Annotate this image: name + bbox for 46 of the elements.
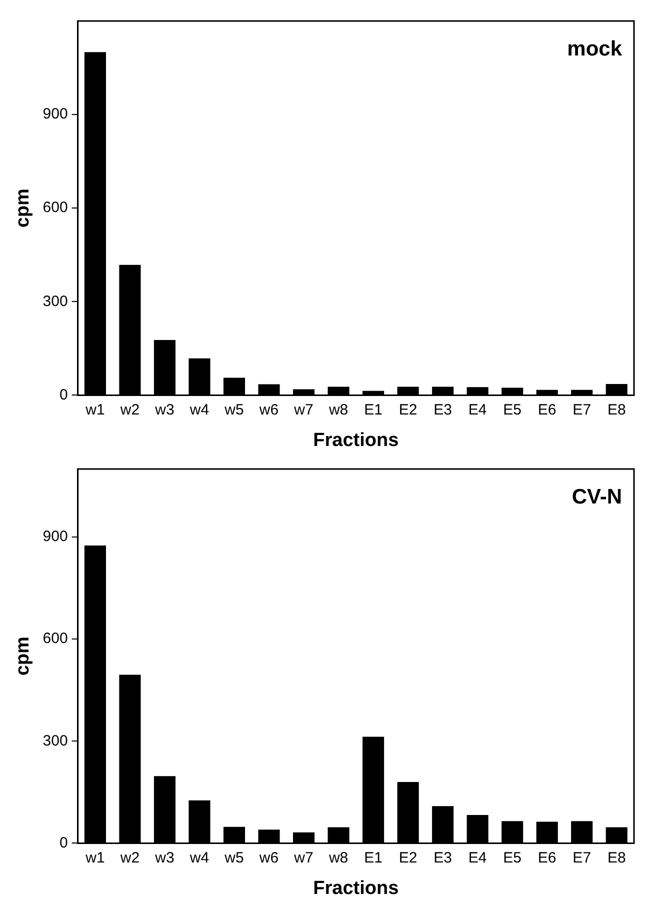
x-tick-label: E4	[468, 849, 487, 866]
y-tick-label: 900	[42, 106, 68, 123]
x-tick-label: w3	[154, 849, 174, 866]
x-tick-label: E8	[607, 849, 626, 866]
x-tick-label: w3	[154, 401, 174, 418]
x-tick-label: E5	[503, 401, 522, 418]
x-tick-label: E3	[434, 849, 452, 866]
x-axis-title: Fractions	[313, 430, 399, 451]
x-tick-label: w8	[328, 849, 348, 866]
y-tick-label: 600	[42, 630, 68, 648]
x-tick-label: w2	[119, 401, 140, 418]
text: CV-N	[572, 485, 622, 508]
x-tick-label: w8	[328, 401, 348, 418]
text: mock	[567, 37, 622, 60]
y-axis-title: cpm	[12, 188, 34, 228]
x-tick-label: E4	[468, 401, 487, 418]
x-tick-label: E7	[572, 849, 592, 866]
x-tick-label: E1	[364, 849, 382, 866]
y-tick-label: 300	[42, 732, 68, 750]
x-tick-label: E6	[538, 849, 556, 866]
x-tick-label: w7	[293, 401, 314, 418]
x-tick-label: w6	[258, 401, 279, 418]
x-tick-label: E7	[572, 401, 592, 418]
x-tick-label: w1	[84, 401, 105, 418]
x-tick-label: w5	[224, 401, 244, 418]
x-tick-label: w5	[224, 849, 244, 866]
x-tick-label: E3	[434, 401, 452, 418]
x-tick-label: w4	[188, 401, 210, 418]
y-tick-label: 900	[42, 528, 68, 546]
y-tick-label: 0	[59, 386, 68, 404]
y-tick-label: 300	[42, 292, 68, 310]
x-tick-label: w2	[119, 849, 140, 866]
x-tick-label: E1	[364, 401, 382, 418]
x-tick-label: w1	[84, 849, 105, 866]
x-tick-label: E6	[538, 401, 556, 418]
y-tick-label: 0	[59, 834, 68, 852]
y-axis-title: cpm	[12, 636, 34, 676]
x-tick-label: E5	[503, 849, 522, 866]
x-tick-label: w6	[258, 849, 279, 866]
x-tick-label: E2	[398, 401, 418, 418]
x-axis-title: Fractions	[313, 878, 399, 899]
x-tick-label: E8	[607, 401, 626, 418]
x-tick-label: w7	[293, 849, 314, 866]
y-tick-label: 600	[42, 199, 68, 216]
x-tick-label: w4	[188, 849, 210, 866]
x-tick-label: E2	[398, 849, 418, 866]
